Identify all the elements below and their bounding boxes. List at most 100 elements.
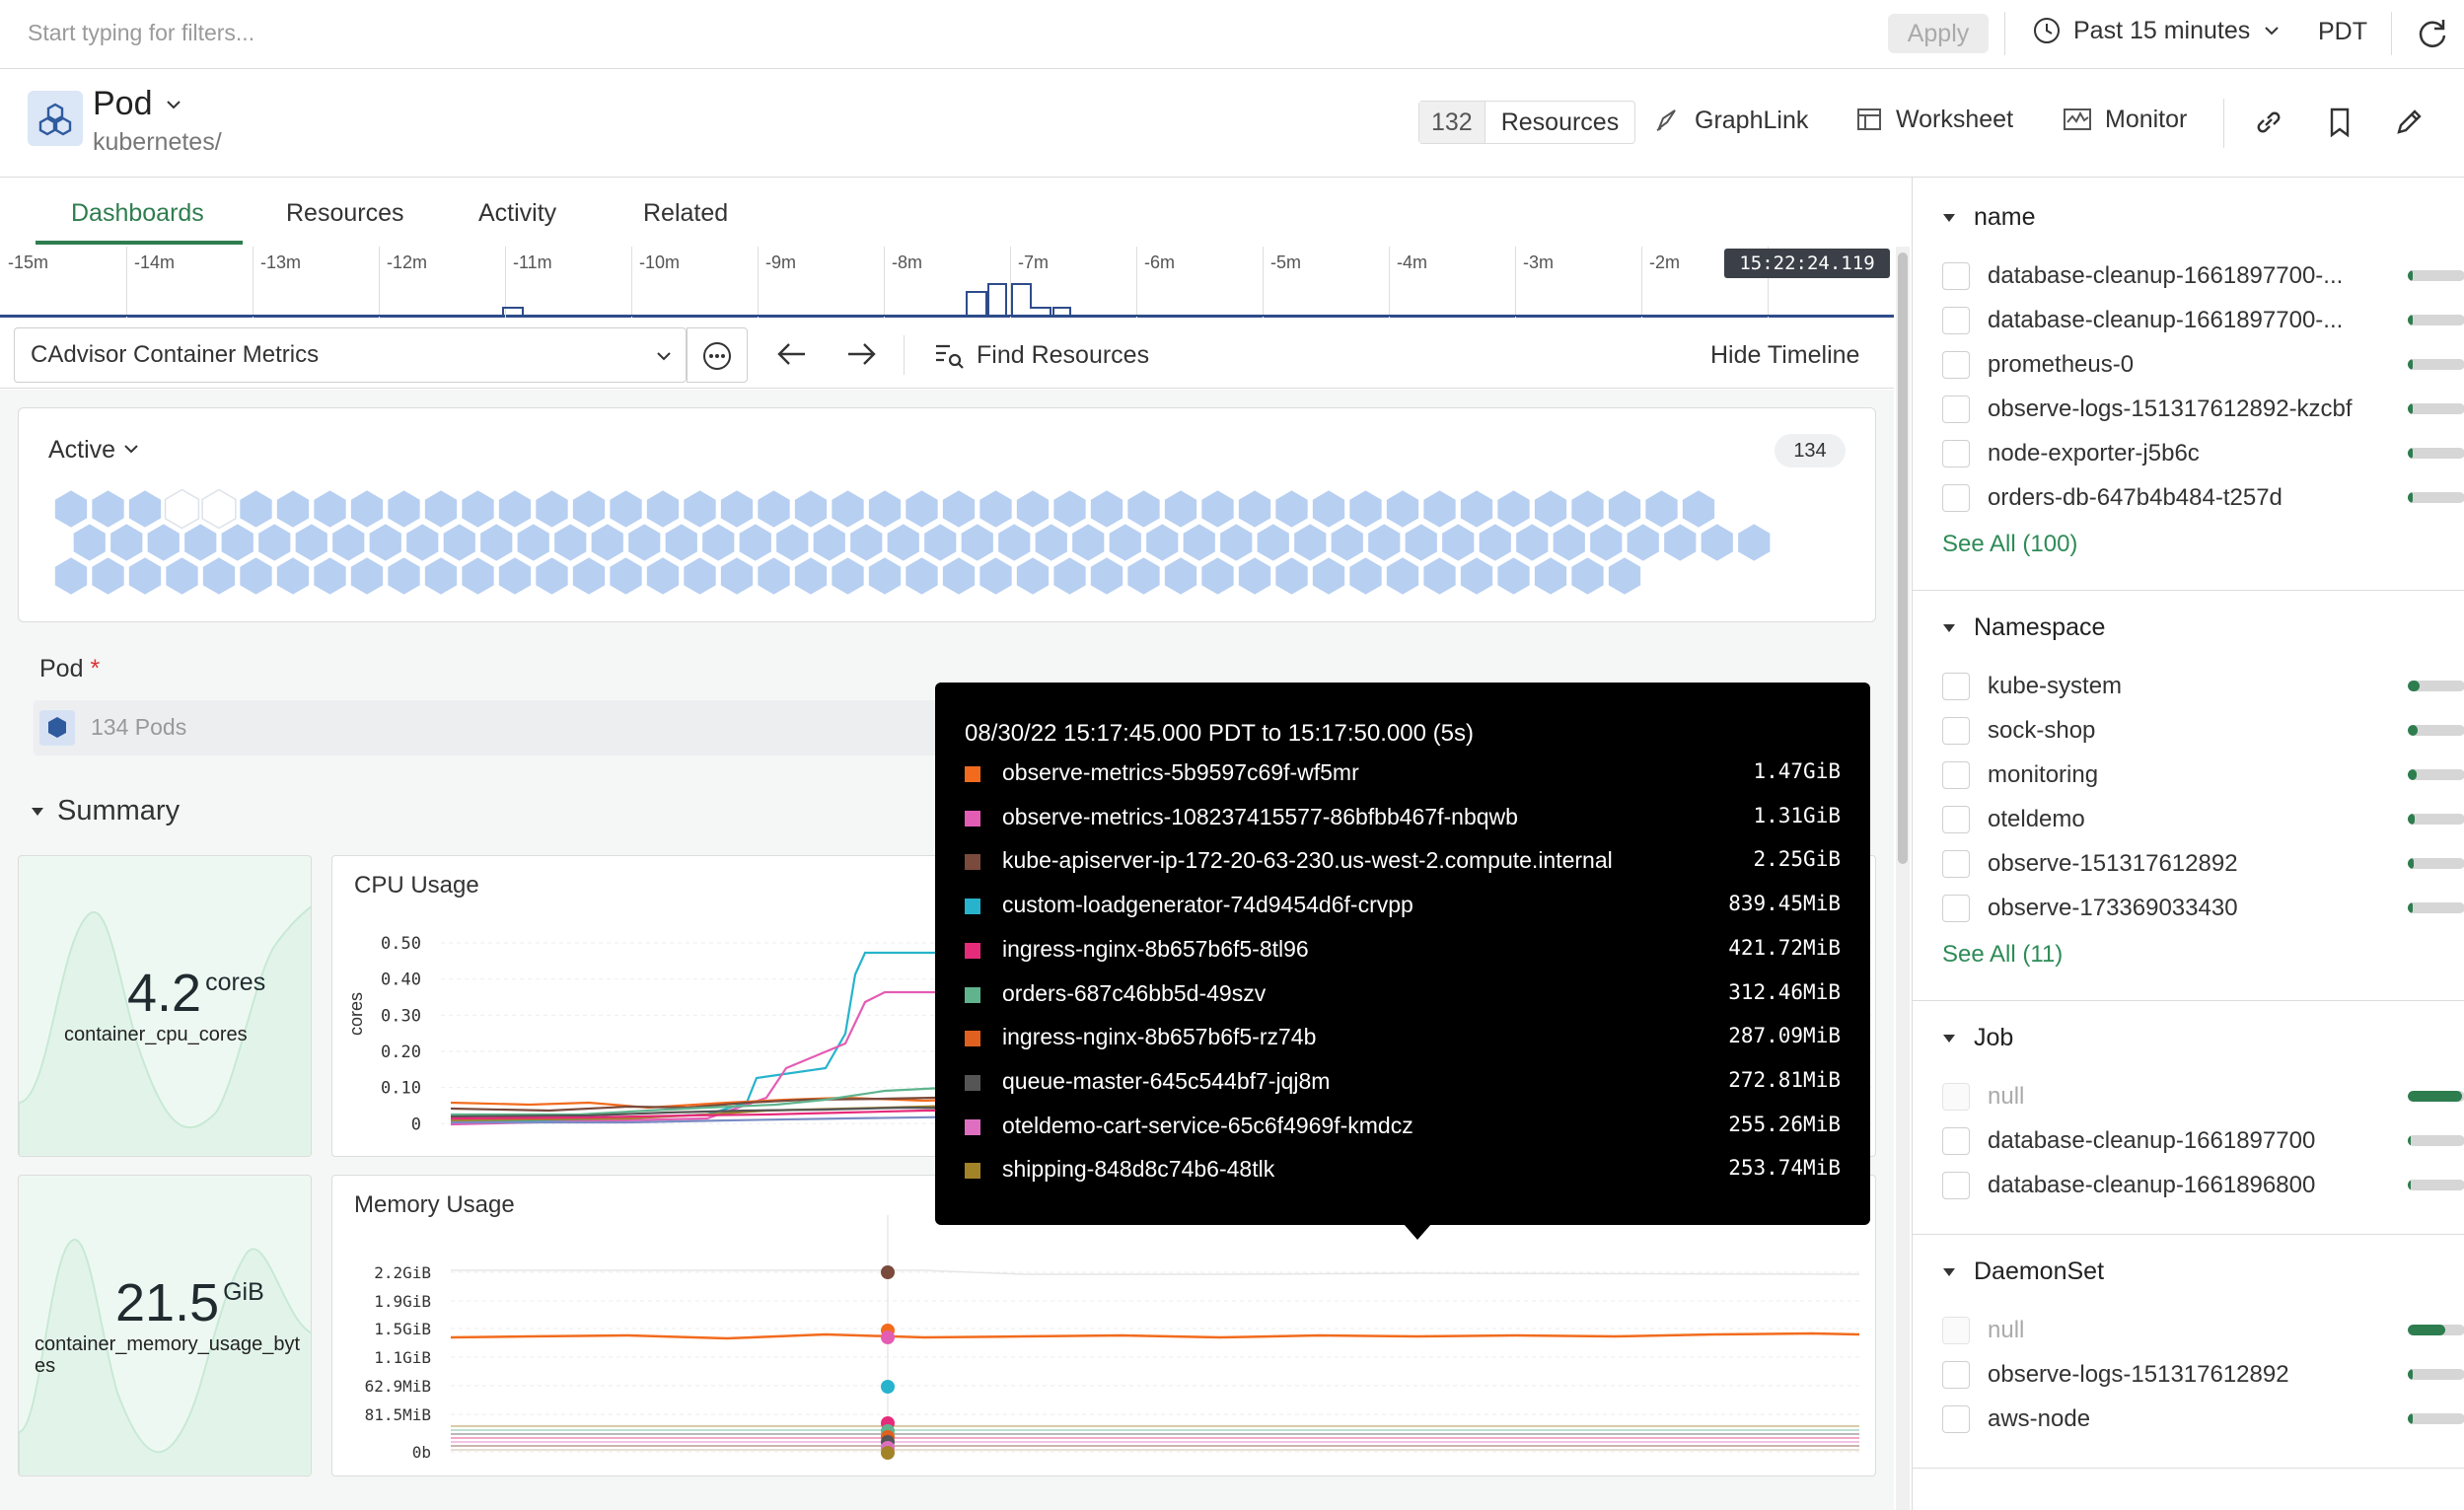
resource-hexagon[interactable] xyxy=(1385,488,1420,530)
resource-hexagon[interactable] xyxy=(497,555,533,597)
refresh-icon[interactable] xyxy=(2415,16,2450,51)
summary-section-toggle[interactable]: Summary xyxy=(30,795,180,827)
resource-hexagon[interactable] xyxy=(941,488,977,530)
resource-hexagon[interactable] xyxy=(1366,522,1402,563)
resource-hexagon[interactable] xyxy=(294,522,329,563)
resource-hexagon[interactable] xyxy=(442,522,477,563)
resource-hexagon[interactable] xyxy=(608,488,644,530)
resource-hexagon[interactable] xyxy=(1015,488,1051,530)
facet-checkbox[interactable] xyxy=(1942,1172,1970,1199)
resource-hexagon[interactable] xyxy=(1089,555,1124,597)
tab-dashboards[interactable]: Dashboards xyxy=(71,199,204,227)
resource-hexagon[interactable] xyxy=(1256,522,1291,563)
timezone-selector[interactable]: PDT xyxy=(2318,18,2367,45)
resource-hexagon[interactable] xyxy=(109,522,144,563)
resource-hexagon[interactable] xyxy=(1421,488,1458,530)
resource-hexagon[interactable] xyxy=(1125,488,1162,530)
facet-item[interactable]: database-cleanup-1661896800 xyxy=(1942,1168,2464,1203)
resource-hexagon[interactable] xyxy=(1089,488,1124,530)
resource-hexagon[interactable] xyxy=(1385,555,1420,597)
facet-checkbox[interactable] xyxy=(1942,440,1970,467)
resource-hexagon[interactable] xyxy=(793,555,829,597)
resource-hexagon[interactable] xyxy=(1034,522,1069,563)
dashboard-select[interactable]: CAdvisor Container Metrics xyxy=(14,327,687,383)
resource-hexagon[interactable] xyxy=(164,555,200,597)
resource-hexagon[interactable] xyxy=(1569,555,1606,597)
resource-hexagon[interactable] xyxy=(886,522,921,563)
resource-hexagon[interactable] xyxy=(756,488,792,530)
arrow-right-icon[interactable] xyxy=(844,339,878,369)
resource-hexagon[interactable] xyxy=(700,522,736,563)
arrow-left-icon[interactable] xyxy=(775,339,809,369)
facet-item[interactable]: aws-node xyxy=(1942,1402,2464,1437)
resource-hexagon[interactable] xyxy=(1273,555,1310,597)
facet-checkbox[interactable] xyxy=(1942,850,1970,878)
resource-hexagon[interactable] xyxy=(1163,488,1198,530)
resource-hexagon[interactable] xyxy=(386,488,422,530)
resource-hexagon[interactable] xyxy=(238,555,274,597)
facet-item[interactable]: node-exporter-j5b6c xyxy=(1942,436,2464,471)
resource-hexagon[interactable] xyxy=(1347,555,1384,597)
resource-hexagon[interactable] xyxy=(1459,488,1494,530)
resource-hexagon[interactable] xyxy=(164,488,200,530)
more-options-button[interactable] xyxy=(687,327,748,383)
active-state-dropdown[interactable]: Active xyxy=(48,436,140,465)
resource-hexagon[interactable] xyxy=(1108,522,1143,563)
resource-hexagon[interactable] xyxy=(497,488,533,530)
facet-item[interactable]: sock-shop xyxy=(1942,713,2464,749)
resource-hexagon[interactable] xyxy=(571,555,607,597)
facet-item[interactable]: kube-system xyxy=(1942,669,2464,704)
resource-hexagon[interactable] xyxy=(1607,555,1642,597)
bookmark-icon[interactable] xyxy=(2322,105,2357,140)
resource-hexagon[interactable] xyxy=(1459,555,1494,597)
facet-item[interactable]: observe-173369033430 xyxy=(1942,891,2464,926)
facet-checkbox[interactable] xyxy=(1942,351,1970,379)
resource-hexagon[interactable] xyxy=(256,522,292,563)
resource-hexagon[interactable] xyxy=(848,522,884,563)
resource-hexagon[interactable] xyxy=(1273,488,1310,530)
page-title[interactable]: Pod xyxy=(93,85,184,123)
tab-activity[interactable]: Activity xyxy=(478,199,557,227)
timeline[interactable]: -15m -14m -13m -12m -11m -10m -9m -8m -7m -6m -5m -… xyxy=(0,247,1894,318)
resource-hexagon[interactable] xyxy=(127,555,163,597)
facet-checkbox[interactable] xyxy=(1942,262,1970,290)
facet-checkbox[interactable] xyxy=(1942,717,1970,745)
facet-checkbox[interactable] xyxy=(1942,307,1970,334)
resource-hexagon[interactable] xyxy=(1051,488,1088,530)
resource-hexagon[interactable] xyxy=(1125,555,1162,597)
resource-hexagon[interactable] xyxy=(478,522,514,563)
facet-item[interactable]: observe-logs-151317612892 xyxy=(1942,1357,2464,1393)
resource-hexagon[interactable] xyxy=(349,555,385,597)
find-resources-button[interactable]: Find Resources xyxy=(933,339,1149,371)
link-icon[interactable] xyxy=(2251,105,2286,140)
resource-hexagon[interactable] xyxy=(1478,522,1513,563)
resource-hexagon[interactable] xyxy=(1015,555,1051,597)
time-range-picker[interactable]: Past 15 minutes xyxy=(2032,16,2282,45)
facet-checkbox[interactable] xyxy=(1942,806,1970,833)
tab-related[interactable]: Related xyxy=(643,199,729,227)
resource-hexagon[interactable] xyxy=(1144,522,1180,563)
resource-hexagon[interactable] xyxy=(1569,488,1606,530)
resource-hexagon[interactable] xyxy=(1347,488,1384,530)
resource-hexagon[interactable] xyxy=(1681,488,1716,530)
resource-hexagon[interactable] xyxy=(404,522,440,563)
apply-button[interactable]: Apply xyxy=(1888,14,1989,53)
facet-group-header[interactable]: name xyxy=(1942,203,2036,232)
facet-item[interactable]: database-cleanup-1661897700-... xyxy=(1942,258,2464,294)
resource-hexagon[interactable] xyxy=(830,488,866,530)
resource-hexagon[interactable] xyxy=(867,488,903,530)
facet-item[interactable]: null xyxy=(1942,1079,2464,1115)
resource-hexagon[interactable] xyxy=(590,522,625,563)
facet-checkbox[interactable] xyxy=(1942,895,1970,922)
resource-hexagon[interactable] xyxy=(275,555,311,597)
resource-hexagon[interactable] xyxy=(645,555,681,597)
resource-hexagon[interactable] xyxy=(275,488,311,530)
resource-hexagon[interactable] xyxy=(626,522,662,563)
resource-hexagon[interactable] xyxy=(1311,555,1346,597)
resource-hexagon[interactable] xyxy=(1163,555,1198,597)
resource-hexagon[interactable] xyxy=(960,522,995,563)
resource-hexagon[interactable] xyxy=(1662,522,1698,563)
resource-hexagon[interactable] xyxy=(867,555,903,597)
facet-group-header[interactable]: DaemonSet xyxy=(1942,1258,2104,1286)
resource-hexagon[interactable] xyxy=(201,488,237,530)
